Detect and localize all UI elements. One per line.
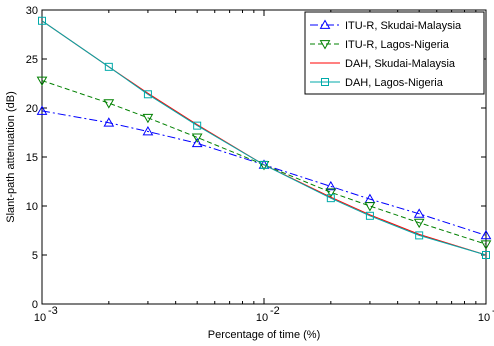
data-point-dah-lagos <box>415 231 424 240</box>
y-axis-label: Slant-path attenuation (dB) <box>5 91 17 222</box>
data-point-itur-skudai <box>142 126 154 136</box>
y-tick-label: 30 <box>26 5 38 17</box>
legend-label-dah-lagos: DAH, Lagos-Nigeria <box>345 77 444 89</box>
series-dah-lagos <box>38 16 490 259</box>
data-point-itur-lagos <box>413 218 425 229</box>
series-line-itur-lagos <box>41 80 487 245</box>
series-line-dah-lagos <box>41 20 487 256</box>
y-tick-label: 10 <box>26 201 38 213</box>
x-tick-exponent: -3 <box>48 305 58 317</box>
data-point-itur-skudai <box>325 180 337 191</box>
data-point-itur-lagos <box>191 133 203 143</box>
data-point-itur-skudai <box>191 137 203 148</box>
data-point-itur-skudai <box>413 208 425 218</box>
data-point-dah-lagos <box>143 90 152 99</box>
legend-marker-dah-lagos <box>321 78 329 86</box>
legend: ITU-R, Skudai-Malaysia ITU-R, Lagos-Nige… <box>304 11 485 95</box>
data-point-itur-lagos <box>325 188 337 198</box>
y-tick-label: 25 <box>26 54 38 66</box>
legend-box <box>304 11 485 95</box>
x-tick-label: 10 <box>478 312 490 324</box>
y-tick-label: 15 <box>26 152 38 164</box>
data-point-dah-lagos <box>365 211 374 220</box>
data-point-itur-lagos <box>364 202 376 212</box>
x-tick-label: 10 <box>34 312 46 324</box>
y-tick-label: 0 <box>32 299 38 311</box>
data-point-itur-skudai <box>103 117 115 127</box>
x-tick-label: 10 <box>256 312 268 324</box>
data-point-dah-lagos <box>260 160 268 169</box>
legend-marker-itur-skudai <box>319 19 331 29</box>
x-tick-exponent: -2 <box>270 305 280 317</box>
y-tick-label: 5 <box>32 250 38 262</box>
legend-label-itur-lagos: ITU-R, Lagos-Nigeria <box>345 39 450 51</box>
x-tick-exponent: -1 <box>492 305 494 317</box>
data-point-dah-lagos <box>482 251 490 259</box>
data-point-dah-lagos <box>38 16 46 25</box>
legend-marker-itur-lagos <box>319 40 331 50</box>
data-point-dah-lagos <box>104 62 113 71</box>
data-point-itur-skudai <box>480 229 492 240</box>
data-point-dah-lagos <box>193 121 202 130</box>
data-point-itur-lagos <box>103 99 115 109</box>
data-point-dah-lagos <box>326 194 335 203</box>
legend-items <box>310 19 340 86</box>
data-point-itur-lagos <box>36 76 48 87</box>
data-point-itur-lagos <box>142 113 154 124</box>
data-point-itur-lagos <box>480 240 492 250</box>
data-point-itur-skudai <box>36 105 48 115</box>
legend-label-dah-skudai: DAH, Skudai-Malaysia <box>345 58 456 70</box>
y-tick-label: 20 <box>26 103 38 115</box>
series-layer <box>36 16 492 259</box>
legend-label-itur-skudai: ITU-R, Skudai-Malaysia <box>345 20 462 32</box>
x-axis-label: Percentage of time (%) <box>208 329 321 341</box>
series-itur-lagos <box>36 76 492 250</box>
